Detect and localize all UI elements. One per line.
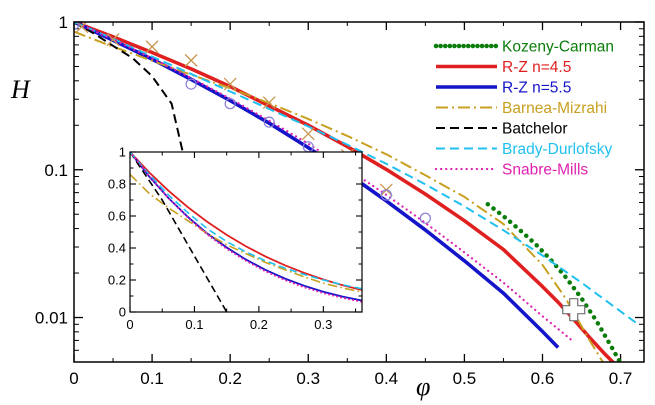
inset-x-tick-label: 0.1 — [185, 317, 203, 332]
series-line-snabre-mills — [74, 22, 575, 343]
circle-marker-point — [419, 212, 431, 224]
x-marker-point — [262, 96, 276, 110]
series-line-r-z-n-4-5 — [74, 22, 616, 362]
plus-marker-point — [562, 298, 586, 322]
x-tick-label: 0.1 — [140, 369, 164, 388]
x-tick-label: 0.5 — [453, 369, 477, 388]
inset-y-tick-label: 1 — [119, 145, 126, 160]
circle-marker-point — [380, 189, 392, 201]
y-tick-label: 1 — [59, 13, 68, 32]
x-marker-point — [106, 33, 120, 47]
inset-axes: 0 0.1 0.2 0.3 0 0.2 0.4 0.6 0.8 1 — [108, 145, 362, 332]
series-line-brady-durlofsky — [74, 22, 637, 324]
inset-y-tick-label: 0 — [119, 305, 126, 320]
legend-label-r-z-n-5-5: R-Z n=5.5 — [502, 80, 571, 97]
x-marker-point — [301, 127, 315, 141]
inset-plot: 0 0.1 0.2 0.3 0 0.2 0.4 0.6 0.8 1 — [108, 145, 363, 332]
series-line-kozeny-carman — [485, 201, 623, 362]
inset-series-line-batchelor — [130, 152, 228, 312]
circle-marker-point — [74, 22, 80, 30]
circle-marker-point — [224, 98, 236, 110]
inset-series-line-barnea-mizrahi — [130, 173, 362, 293]
inset-plot-frame — [129, 151, 363, 313]
inset-plot-area — [130, 152, 362, 312]
legend-label-kozeny-carman: Kozeny-Carman — [502, 39, 614, 56]
main-plot-frame — [73, 21, 645, 363]
main-axes: 0 0.1 0.2 0.3 0.4 0.5 0.6 0.7 1 0.1 0.01 — [35, 13, 644, 388]
x-tick-label: 0.7 — [609, 369, 633, 388]
x-tick-label: 0.2 — [218, 369, 242, 388]
legend: Kozeny-Carman R-Z n=4.5 R-Z n=5.5 Barnea-Mi… — [433, 39, 614, 179]
inset-x-tick-label: 0 — [126, 317, 133, 332]
y-tick-label: 0.1 — [44, 161, 68, 180]
legend-label-snabre-mills: Snabre-Mills — [502, 162, 588, 179]
x-tick-label: 0.4 — [375, 369, 399, 388]
x-marker-point — [184, 53, 198, 67]
y-tick-label: 0.01 — [35, 309, 68, 328]
circle-marker-point — [263, 116, 275, 128]
x-marker-point — [223, 77, 237, 91]
series-line-batchelor — [74, 22, 193, 189]
inset-y-tick-label: 0.6 — [108, 209, 126, 224]
circle-marker-point — [185, 78, 197, 90]
inset-y-tick-label: 0.2 — [108, 273, 126, 288]
inset-x-tick-label: 0.3 — [314, 317, 332, 332]
legend-label-barnea-mizrahi: Barnea-Mizrahi — [502, 100, 607, 117]
x-tick-label: 0 — [69, 369, 78, 388]
x-axis-title: φ — [416, 372, 430, 401]
inset-series-line-snabre-mills — [130, 152, 362, 303]
inset-series-line-r-z-n-5-5 — [130, 152, 362, 302]
x-tick-label: 0.3 — [296, 369, 320, 388]
inset-y-tick-label: 0.8 — [108, 177, 126, 192]
main-markers — [74, 22, 586, 322]
inset-x-tick-label: 0.2 — [250, 317, 268, 332]
inset-series-line-brady-durlofsky — [130, 152, 362, 290]
legend-label-batchelor: Batchelor — [502, 121, 567, 138]
y-axis-title: H — [10, 75, 31, 104]
inset-y-tick-label: 0.4 — [108, 241, 126, 256]
x-marker-point — [145, 40, 159, 54]
legend-label-r-z-n-4-5: R-Z n=4.5 — [502, 59, 571, 76]
inset-series — [130, 152, 362, 312]
legend-label-brady-durlofsky: Brady-Durlofsky — [502, 141, 612, 158]
x-tick-label: 0.6 — [531, 369, 555, 388]
